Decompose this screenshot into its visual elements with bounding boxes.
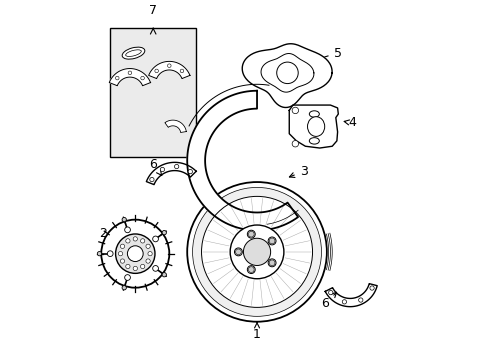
Circle shape — [141, 76, 144, 80]
Circle shape — [291, 107, 298, 114]
Circle shape — [107, 251, 113, 257]
Circle shape — [118, 252, 122, 256]
Ellipse shape — [307, 117, 324, 136]
Polygon shape — [109, 68, 150, 86]
Circle shape — [120, 259, 124, 263]
Circle shape — [180, 69, 183, 73]
Ellipse shape — [309, 111, 319, 117]
Polygon shape — [325, 284, 376, 307]
Circle shape — [152, 266, 158, 271]
Circle shape — [145, 244, 150, 248]
Circle shape — [248, 231, 254, 237]
Circle shape — [115, 234, 155, 273]
Circle shape — [247, 266, 255, 274]
Text: 2: 2 — [99, 228, 112, 242]
Text: 4: 4 — [344, 117, 355, 130]
Polygon shape — [146, 162, 196, 185]
Circle shape — [101, 220, 169, 288]
Circle shape — [192, 188, 321, 316]
Bar — [110, 28, 196, 157]
Circle shape — [269, 238, 274, 244]
Circle shape — [125, 264, 130, 269]
Circle shape — [120, 244, 124, 248]
Circle shape — [149, 177, 154, 182]
Circle shape — [243, 238, 270, 265]
Circle shape — [248, 267, 254, 273]
Circle shape — [267, 237, 275, 245]
Circle shape — [122, 285, 126, 290]
Circle shape — [155, 69, 158, 73]
Circle shape — [276, 62, 298, 84]
Ellipse shape — [125, 50, 141, 57]
Circle shape — [358, 298, 362, 302]
Circle shape — [162, 230, 166, 235]
Text: 6: 6 — [321, 292, 336, 310]
Polygon shape — [289, 105, 338, 148]
Polygon shape — [242, 44, 331, 108]
Circle shape — [247, 230, 255, 238]
Polygon shape — [148, 62, 189, 78]
Circle shape — [234, 248, 242, 256]
Circle shape — [174, 165, 179, 169]
Circle shape — [97, 252, 102, 256]
Circle shape — [267, 259, 275, 267]
Circle shape — [187, 182, 326, 322]
Text: 1: 1 — [253, 322, 261, 341]
Polygon shape — [261, 54, 313, 92]
Text: 3: 3 — [289, 165, 307, 178]
Circle shape — [152, 236, 158, 242]
Circle shape — [127, 246, 143, 262]
Circle shape — [162, 273, 166, 277]
Text: 7: 7 — [149, 4, 157, 17]
Circle shape — [115, 76, 119, 80]
Text: 6: 6 — [149, 158, 162, 176]
Circle shape — [133, 237, 137, 241]
Ellipse shape — [309, 138, 319, 144]
Circle shape — [230, 225, 284, 279]
Circle shape — [124, 227, 130, 233]
Polygon shape — [164, 120, 186, 132]
Circle shape — [133, 266, 137, 271]
Circle shape — [342, 300, 346, 304]
Circle shape — [128, 71, 131, 75]
Circle shape — [188, 170, 192, 174]
Circle shape — [235, 249, 241, 255]
Circle shape — [140, 264, 144, 269]
Circle shape — [140, 239, 144, 243]
Circle shape — [125, 239, 130, 243]
Circle shape — [145, 259, 150, 263]
Circle shape — [160, 167, 164, 172]
Circle shape — [167, 64, 171, 67]
Polygon shape — [187, 91, 298, 230]
Circle shape — [269, 260, 274, 266]
Circle shape — [201, 196, 312, 307]
Circle shape — [147, 252, 152, 256]
Circle shape — [124, 275, 130, 280]
Circle shape — [369, 286, 373, 290]
Ellipse shape — [122, 47, 144, 59]
Text: 5: 5 — [310, 47, 341, 62]
Circle shape — [122, 217, 126, 222]
Circle shape — [291, 140, 298, 147]
Circle shape — [328, 291, 332, 295]
